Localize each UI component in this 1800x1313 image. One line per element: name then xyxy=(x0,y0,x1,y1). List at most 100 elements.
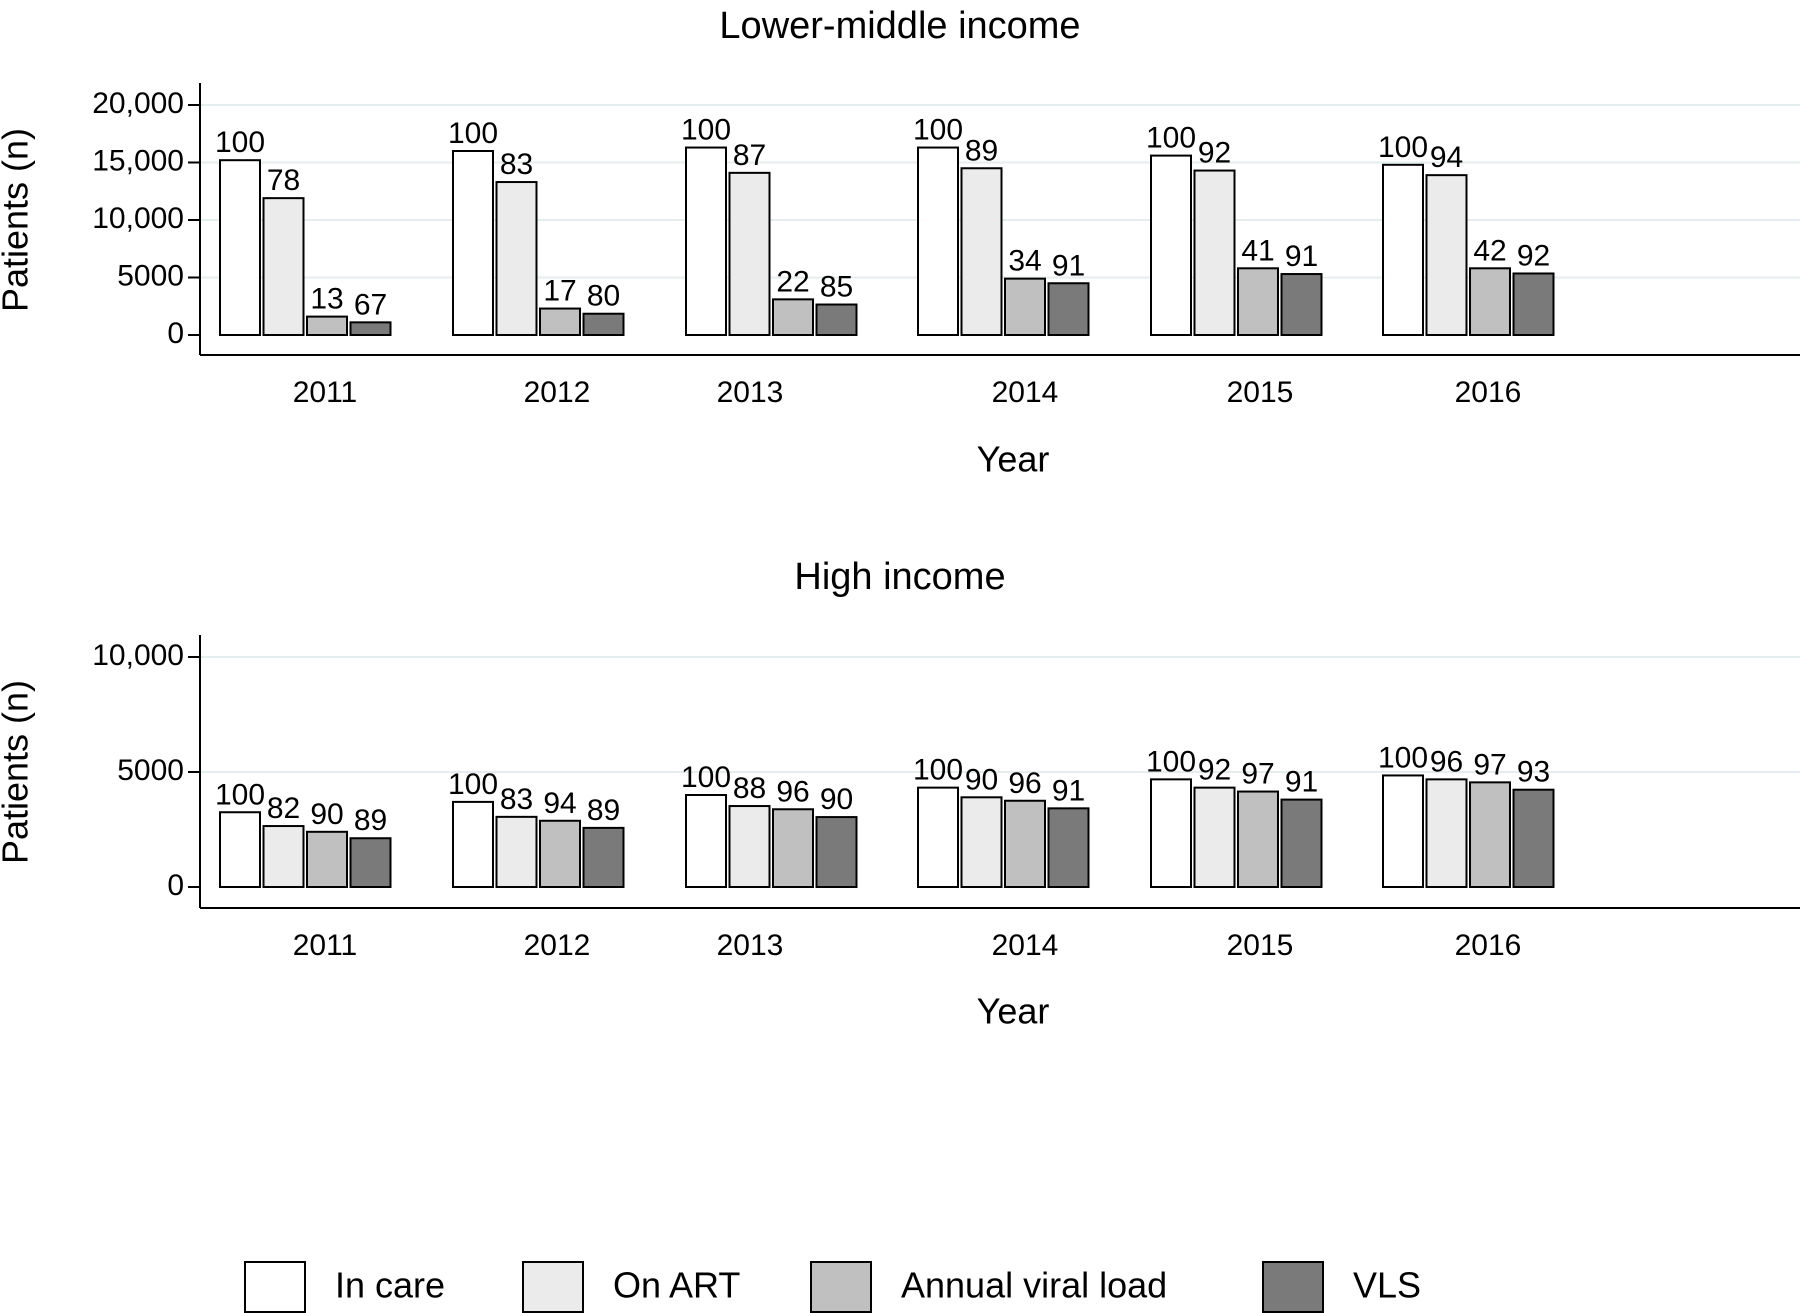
bar-in-care-2016 xyxy=(1382,774,1424,889)
bar-in-care-2016 xyxy=(1382,163,1424,336)
bar-vls-2016 xyxy=(1512,272,1555,337)
chart-panel-2: High income 0 5000 10,000 2011 2012 2013 2014 20… xyxy=(0,556,1800,1032)
x-tick-label: 2011 xyxy=(293,929,358,962)
x-tick-label: 2012 xyxy=(524,376,591,409)
legend-swatch-annual-viral-load xyxy=(810,1261,872,1313)
data-label: 83 xyxy=(500,783,533,816)
data-label: 100 xyxy=(681,761,731,794)
data-label: 22 xyxy=(776,265,809,298)
x-tick-label: 2016 xyxy=(1455,929,1522,962)
data-label: 100 xyxy=(1146,745,1196,778)
data-label: 83 xyxy=(500,148,533,181)
bar-annual-viral-load-2013 xyxy=(772,298,814,337)
data-label: 92 xyxy=(1198,754,1231,787)
data-label: 91 xyxy=(1052,249,1085,282)
x-tick-label: 2012 xyxy=(524,929,591,962)
bar-on-art-2011 xyxy=(262,197,305,336)
x-tick-label: 2014 xyxy=(992,929,1059,962)
chart-title: Lower-middle income xyxy=(719,5,1080,47)
bar-annual-viral-load-2012 xyxy=(539,307,581,336)
legend-label: Annual viral load xyxy=(901,1265,1167,1306)
bar-annual-viral-load-2011 xyxy=(306,315,348,337)
y-tick-label: 0 xyxy=(167,869,184,902)
bar-in-care-2011 xyxy=(219,811,261,888)
data-label: 93 xyxy=(1517,756,1550,789)
bar-vls-2013 xyxy=(815,303,858,336)
bar-on-art-2014 xyxy=(960,167,1003,336)
bar-vls-2012 xyxy=(582,312,625,337)
data-label: 100 xyxy=(448,768,498,801)
bar-on-art-2016 xyxy=(1425,174,1468,336)
bar-on-art-2014 xyxy=(960,796,1003,888)
bar-annual-viral-load-2016 xyxy=(1469,267,1511,336)
data-label: 80 xyxy=(587,280,620,313)
bar-annual-viral-load-2012 xyxy=(539,819,581,889)
legend-swatch-vls xyxy=(1262,1261,1324,1313)
data-label: 91 xyxy=(1285,766,1318,799)
data-label: 17 xyxy=(543,275,576,308)
x-tick-label: 2013 xyxy=(717,929,784,962)
data-label: 89 xyxy=(965,134,998,167)
data-label: 96 xyxy=(776,775,809,808)
data-label: 82 xyxy=(267,792,300,825)
data-label: 92 xyxy=(1198,137,1231,170)
data-label: 90 xyxy=(820,783,853,816)
data-label: 94 xyxy=(543,787,576,820)
data-label: 100 xyxy=(448,117,498,150)
data-label: 100 xyxy=(1378,741,1428,774)
bar-vls-2016 xyxy=(1512,788,1555,889)
data-label: 90 xyxy=(310,798,343,831)
data-label: 97 xyxy=(1473,748,1506,781)
x-axis-title: Year xyxy=(977,439,1050,480)
data-label: 67 xyxy=(354,288,387,321)
bar-in-care-2014 xyxy=(917,786,959,889)
bar-annual-viral-load-2015 xyxy=(1237,267,1279,336)
bar-in-care-2011 xyxy=(219,159,261,336)
data-label: 100 xyxy=(681,114,731,147)
data-label: 91 xyxy=(1285,240,1318,273)
data-label: 96 xyxy=(1008,767,1041,800)
bar-annual-viral-load-2014 xyxy=(1004,799,1046,888)
data-label: 13 xyxy=(310,283,343,316)
bar-annual-viral-load-2014 xyxy=(1004,277,1046,336)
bar-vls-2011 xyxy=(349,321,392,337)
bar-annual-viral-load-2015 xyxy=(1237,790,1279,888)
bar-in-care-2014 xyxy=(917,146,959,336)
bar-on-art-2012 xyxy=(495,815,538,888)
data-label: 100 xyxy=(215,126,265,159)
data-label: 78 xyxy=(267,164,300,197)
y-tick-label: 0 xyxy=(167,317,184,350)
bar-annual-viral-load-2016 xyxy=(1469,781,1511,888)
bar-in-care-2015 xyxy=(1150,154,1192,336)
bar-on-art-2011 xyxy=(262,825,305,888)
x-tick-label: 2015 xyxy=(1227,929,1294,962)
data-label: 89 xyxy=(587,794,620,827)
legend-label: On ART xyxy=(613,1265,740,1306)
x-tick-label: 2011 xyxy=(293,376,358,409)
bar-vls-2015 xyxy=(1280,273,1323,336)
bar-in-care-2012 xyxy=(452,150,494,336)
bar-vls-2015 xyxy=(1280,798,1323,888)
data-label: 92 xyxy=(1517,239,1550,272)
x-tick-label: 2016 xyxy=(1455,376,1522,409)
y-tick-label: 10,000 xyxy=(92,639,184,672)
data-label: 91 xyxy=(1052,774,1085,807)
y-axis-title: Patients (n) xyxy=(0,128,36,312)
data-label: 34 xyxy=(1008,245,1041,278)
bar-vls-2012 xyxy=(582,826,625,889)
bar-vls-2011 xyxy=(349,837,392,888)
legend-label: VLS xyxy=(1353,1265,1421,1306)
bar-vls-2013 xyxy=(815,816,858,889)
bar-on-art-2015 xyxy=(1193,786,1236,889)
data-label: 87 xyxy=(733,139,766,172)
data-label: 88 xyxy=(733,772,766,805)
chart-panel-1: Lower-middle income 0 5000 10,000 15,000 20,0… xyxy=(0,5,1800,480)
data-label: 100 xyxy=(1146,122,1196,155)
y-tick-label: 5000 xyxy=(117,754,184,787)
data-label: 90 xyxy=(965,763,998,796)
legend-label: In care xyxy=(335,1265,445,1306)
chart-title: High income xyxy=(794,556,1005,598)
y-tick-label: 10,000 xyxy=(92,202,184,235)
y-tick-label: 20,000 xyxy=(92,87,184,120)
